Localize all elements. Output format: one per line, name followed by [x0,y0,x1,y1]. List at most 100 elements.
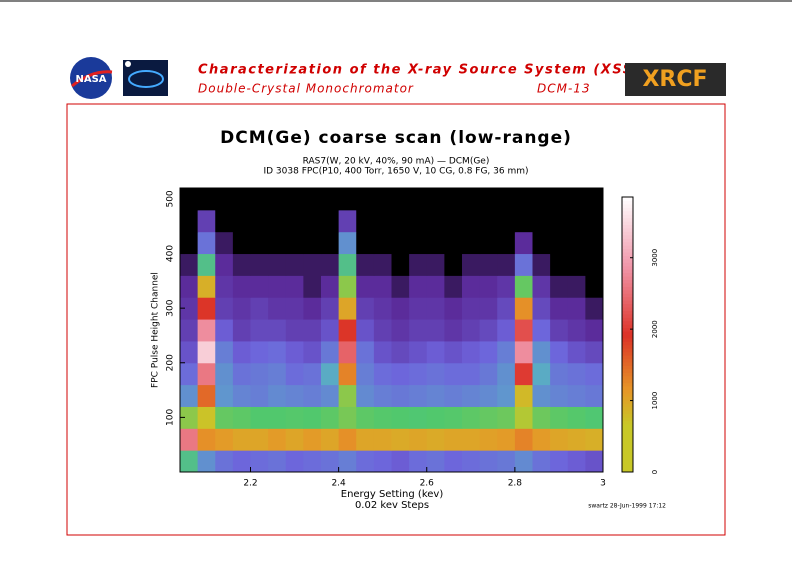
heat-cell [532,406,551,429]
heat-cell [197,406,216,429]
heat-cell [232,428,251,451]
heat-cell [550,384,569,407]
heat-cell [303,319,322,342]
heat-cell [250,275,269,298]
heat-cell [479,362,498,386]
colorbar-segment [622,245,633,250]
heat-cell [462,362,481,386]
heat-cell [356,340,375,364]
heat-cell [250,231,269,255]
colorbar-segment [622,279,633,284]
heat-cell [497,362,516,386]
heat-cell [215,297,234,320]
heat-cell [532,384,551,407]
heat-cell [391,253,410,276]
heat-cell [462,231,481,255]
colorbar-segment [622,434,633,439]
x-tick-label: 2.4 [331,479,346,489]
heat-cell [232,188,251,211]
heat-cell [497,406,516,429]
heat-cell [197,209,216,233]
heat-cell [391,297,410,320]
heat-cell [391,275,410,298]
heat-cell [532,231,551,255]
heat-cell [303,340,322,364]
heat-cell [373,384,392,407]
heat-cell [215,188,234,211]
colorbar-segment [622,365,633,370]
heat-cell [197,340,216,364]
heat-cell [585,188,604,211]
heat-cell [426,406,445,429]
heat-cell [285,231,304,255]
colorbar-segment [622,317,633,322]
heat-cell [250,340,269,364]
colorbar-tick-label: 3000 [651,249,659,267]
colorbar-segment [622,417,633,421]
heat-cell [356,384,375,407]
heat-cell [550,297,569,320]
heat-cell [567,275,586,298]
heat-cell [532,319,551,342]
heat-cell [180,188,199,211]
heat-cell [479,209,498,233]
colorbar-segment [622,437,633,442]
heat-cell [532,253,551,276]
heat-cell [550,275,569,298]
header-subtitle: Double-Crystal Monochromator [198,82,414,96]
heat-cell [497,384,516,407]
heat-cell [497,340,516,364]
heat-cell [250,384,269,407]
heat-cell [444,406,463,429]
heat-cell [373,450,392,473]
heat-cell [180,384,199,407]
colorbar-segment [622,406,633,411]
heat-cell [303,188,322,211]
colorbar-segment [622,217,633,222]
heat-cell [373,297,392,320]
heat-cell [373,231,392,255]
heat-cell [232,297,251,320]
heat-cell [180,319,199,342]
heat-cell [409,406,428,429]
heat-cell [268,275,287,298]
heat-cell [232,450,251,473]
colorbar-segment [622,427,633,432]
heat-cell [444,253,463,276]
heat-cell [514,188,533,211]
heat-cell [356,319,375,342]
heat-cell [409,450,428,473]
heat-cell [444,209,463,233]
heat-cell [285,275,304,298]
heat-cell [250,406,269,429]
heat-cell [285,428,304,451]
colorbar-segment [622,368,633,373]
heat-cell [215,231,234,255]
heat-cell [250,297,269,320]
colorbar-segment [622,444,633,449]
colorbar-segment [622,289,633,294]
heat-cell [567,188,586,211]
heat-cell [462,450,481,473]
colorbar-segment [622,375,633,380]
heat-cell [426,231,445,255]
heat-cell [250,253,269,276]
heat-cell [550,340,569,364]
colorbar-tick-label: 0 [651,470,659,474]
heat-cell [409,253,428,276]
heat-cell [180,340,199,364]
heat-cell [356,275,375,298]
heat-cell [215,253,234,276]
heat-cell [338,275,357,298]
nasa-logo: NASA [70,57,113,99]
heat-cell [426,362,445,386]
heat-cell [338,231,357,255]
heat-cell [479,253,498,276]
x-axis-label: Energy Setting (kev) [341,489,444,500]
heat-cell [479,340,498,364]
frame [66,103,726,536]
heat-cell [497,231,516,255]
heat-cell [356,406,375,429]
heat-cell [585,253,604,276]
colorbar-segment [622,465,633,470]
